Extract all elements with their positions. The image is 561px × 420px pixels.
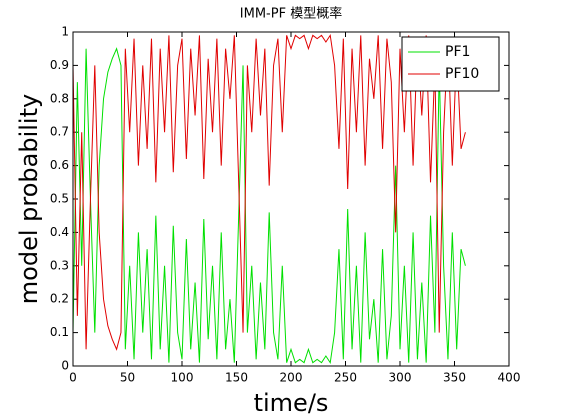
legend-box [401,36,500,92]
y-tick-label: 0.2 [50,292,69,306]
series-line [72,47,466,365]
y-tick-label: 0.8 [50,91,69,105]
y-tick-label: 0 [61,359,69,373]
x-tick-label: 200 [280,371,303,385]
y-tick-label: 0.4 [50,225,69,239]
x-tick-label: 400 [498,371,521,385]
legend-label: PF10 [445,66,479,82]
x-axis-label: time/s [254,389,329,417]
y-tick-label: 0.6 [50,158,69,172]
y-tick-label: 0.7 [50,125,69,139]
x-tick-label: 100 [171,371,194,385]
series-line [72,33,466,351]
x-tick-label: 250 [334,371,357,385]
legend-label: PF1 [445,44,470,60]
x-tick-label: 50 [120,371,135,385]
y-tick-label: 0.3 [50,258,69,272]
x-tick-label: 300 [389,371,412,385]
y-axis-label: model probability [15,94,43,304]
y-tick-label: 0.5 [50,192,69,206]
y-tick-label: 0.1 [50,325,69,339]
x-tick-label: 150 [225,371,248,385]
y-tick-label: 1 [61,25,69,39]
x-tick-label: 0 [69,371,77,385]
y-tick-label: 0.9 [50,58,69,72]
chart-title: IMM-PF 模型概率 [240,6,342,22]
axes-box [72,31,510,367]
x-tick-label: 350 [443,371,466,385]
